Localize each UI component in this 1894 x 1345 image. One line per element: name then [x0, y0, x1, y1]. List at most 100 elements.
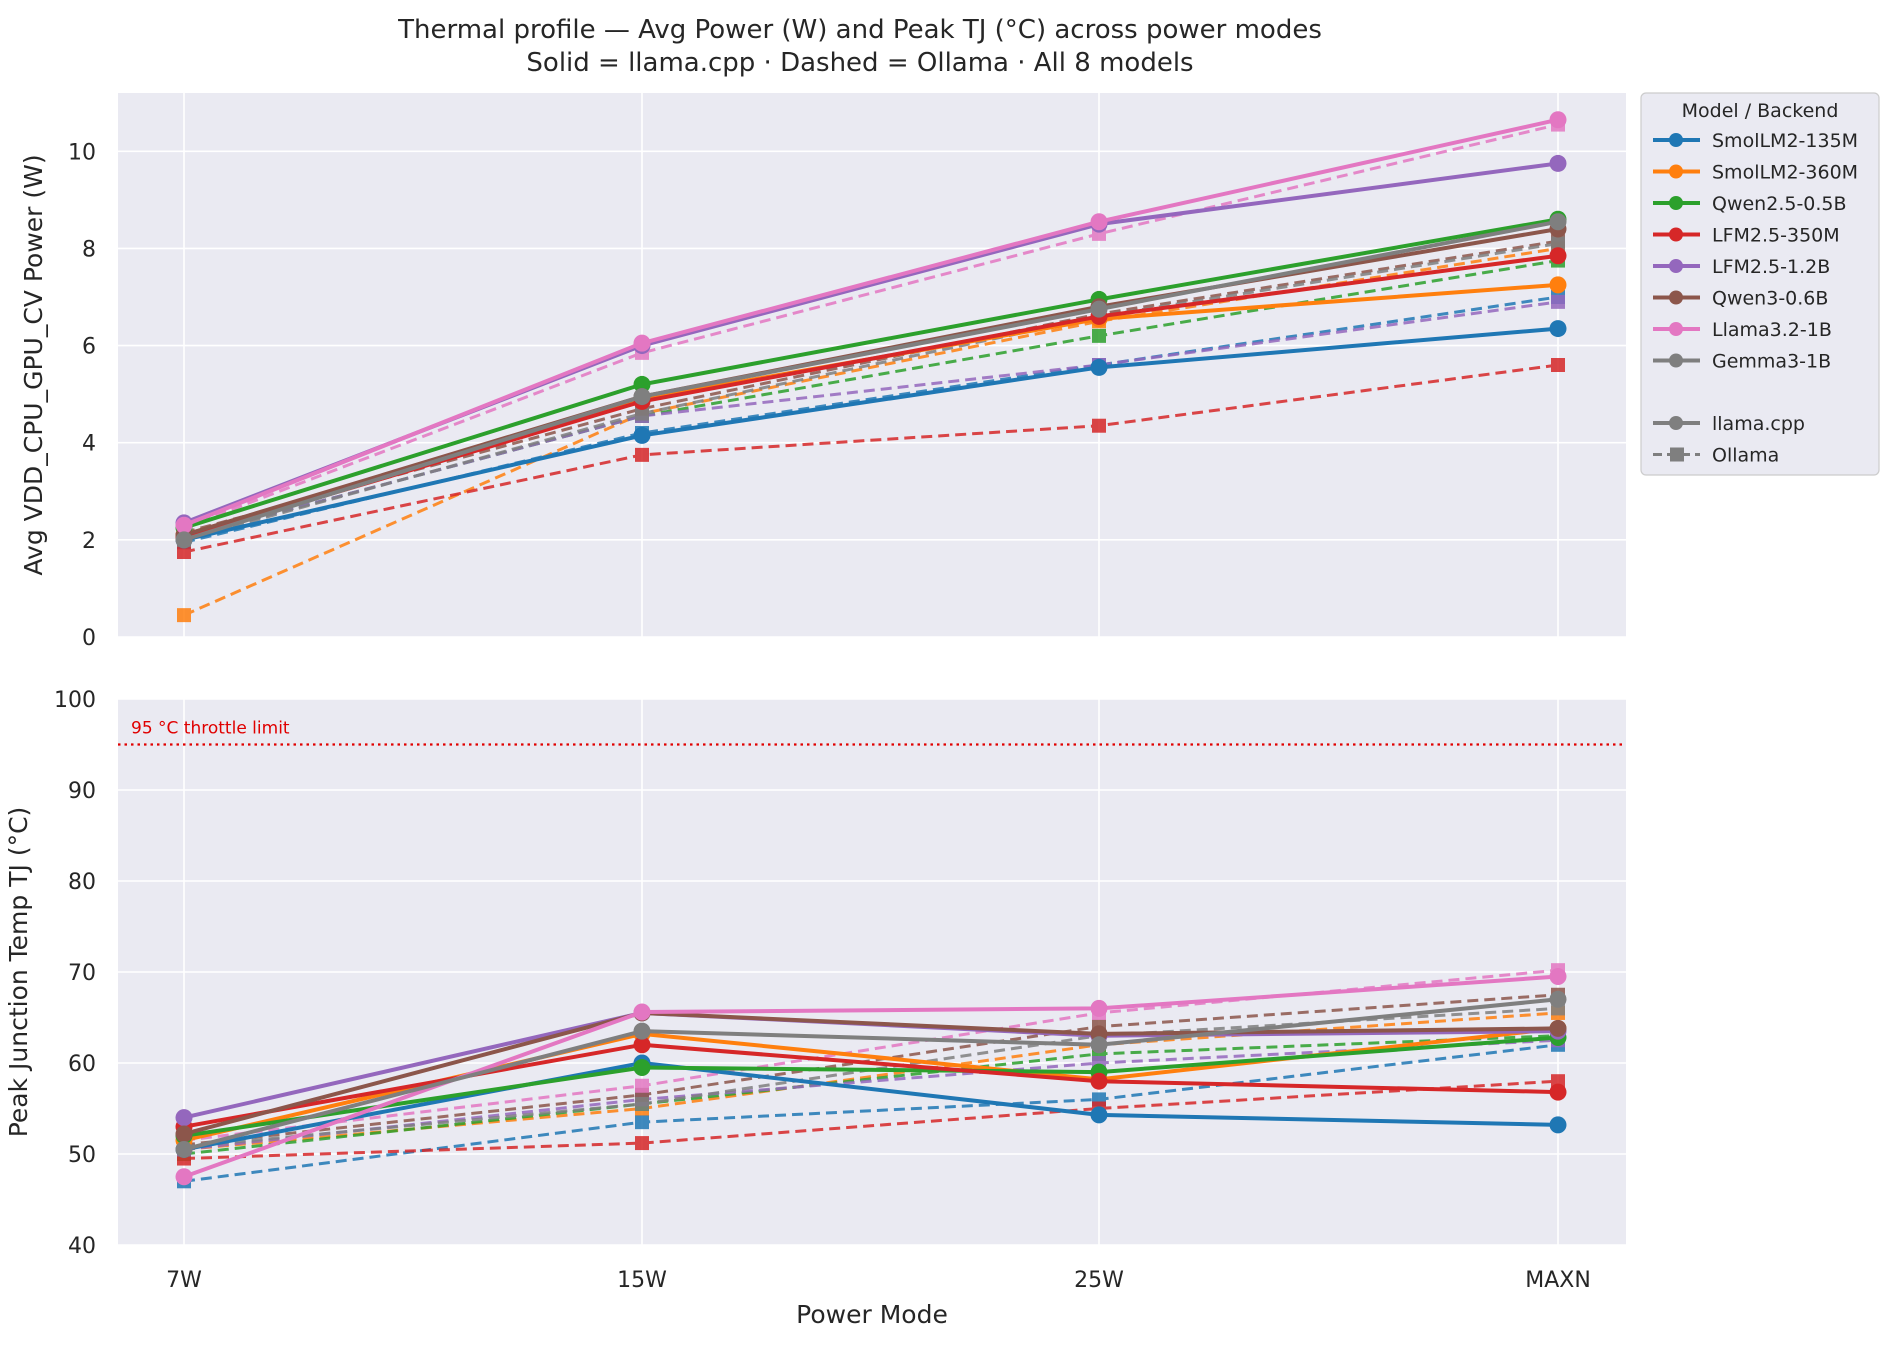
y-tick-label: 40	[68, 1234, 96, 1259]
data-point-circle	[1549, 247, 1567, 265]
series-line	[183, 1010, 1559, 1136]
data-point-circle	[1549, 320, 1567, 338]
data-point-circle	[1090, 358, 1108, 376]
throttle-limit-label: 95 °C throttle limit	[131, 719, 290, 739]
data-point-circle	[175, 1125, 193, 1143]
data-point-circle	[1549, 154, 1567, 172]
series-line	[183, 295, 1559, 544]
series-line	[183, 1042, 1559, 1129]
data-point-square	[177, 545, 191, 559]
legend-marker	[1669, 227, 1683, 242]
data-point-circle	[1090, 213, 1108, 231]
data-point-square	[1551, 358, 1565, 372]
data-point-circle	[1549, 990, 1567, 1008]
data-point-circle	[633, 375, 651, 393]
legend-backend-item: Ollama	[1653, 445, 1779, 467]
data-point-circle	[1549, 276, 1567, 294]
data-point-circle	[633, 1022, 651, 1040]
series-line	[183, 1034, 1559, 1156]
data-point-circle	[633, 334, 651, 352]
series-line	[183, 997, 1559, 1152]
data-point-circle	[1090, 300, 1108, 318]
y-tick-label: 70	[68, 961, 96, 986]
y-tick-label: 100	[54, 688, 96, 713]
legend-item: SmolLM2-135M	[1653, 130, 1858, 152]
legend-item: Llama3.2-1B	[1653, 319, 1832, 341]
data-point-circle	[1549, 968, 1567, 986]
legend-item: LFM2.5-350M	[1653, 225, 1840, 247]
data-point-circle	[1090, 1106, 1108, 1124]
series-gemma3-1b-llamacpp	[175, 213, 1567, 549]
series-gemma3-1b-llamacpp	[175, 990, 1567, 1158]
series-line	[183, 219, 1559, 542]
y-tick-label: 80	[68, 870, 96, 895]
y-tick-label: 0	[82, 626, 96, 651]
series-line	[183, 117, 1559, 528]
legend-marker	[1669, 290, 1683, 305]
y-tick-label: 10	[68, 140, 96, 165]
legend-marker	[1669, 164, 1683, 179]
data-point-square	[635, 406, 649, 421]
legend-item: Gemma3-1B	[1653, 351, 1831, 373]
legend-item: Qwen2.5-0.5B	[1653, 193, 1847, 215]
legend-label: Qwen3-0.6B	[1712, 288, 1828, 310]
legend-marker	[1669, 353, 1683, 368]
series-line	[183, 363, 1559, 554]
x-axis-label: Power Mode	[796, 1300, 948, 1329]
legend-item: LFM2.5-1.2B	[1653, 256, 1830, 278]
data-point-circle	[1090, 999, 1108, 1017]
legend-item: SmolLM2-360M	[1653, 162, 1858, 184]
panel-power: 0 2 4 6 8 10 Avg VDD_CPU_GPU_CV Power (W)	[19, 93, 1626, 651]
data-point-circle	[633, 426, 651, 444]
y-tick-label: 2	[82, 529, 96, 554]
legend-marker	[1669, 416, 1683, 430]
series-lfm2-5-350m-ollama	[177, 1074, 1565, 1166]
data-point-circle	[175, 1109, 193, 1127]
series-line	[183, 1035, 1559, 1138]
chart-title: Thermal profile — Avg Power (W) and Peak…	[397, 15, 1322, 45]
legend-label: Ollama	[1712, 445, 1779, 467]
series-line	[183, 1061, 1559, 1152]
data-point-square	[177, 608, 191, 623]
y-tick-label: 90	[68, 779, 96, 804]
series-line	[183, 239, 1559, 535]
series-line	[183, 217, 1559, 530]
data-point-circle	[175, 1140, 193, 1158]
y-axis-label: Peak Junction Temp TJ (°C)	[4, 807, 33, 1138]
x-tick-label: 25W	[1074, 1268, 1124, 1293]
data-point-circle	[175, 516, 193, 534]
legend-item: Qwen3-0.6B	[1653, 288, 1828, 310]
series-llama3-2-1b-llamacpp	[175, 111, 1567, 534]
legend-label: Qwen2.5-0.5B	[1712, 193, 1847, 215]
data-point-circle	[1090, 1072, 1108, 1090]
data-point-circle	[1549, 213, 1567, 231]
data-point-circle	[633, 388, 651, 406]
series-line	[183, 974, 1559, 1179]
data-point-circle	[1549, 1019, 1567, 1037]
legend-label: Llama3.2-1B	[1712, 319, 1832, 341]
series-llama3-2-1b-llamacpp	[175, 968, 1567, 1186]
series-line	[183, 326, 1559, 542]
legend-label: llama.cpp	[1712, 413, 1805, 435]
data-point-circle	[633, 1059, 651, 1077]
data-point-square	[635, 1096, 649, 1111]
data-point-circle	[633, 1003, 651, 1021]
x-tick-label: MAXN	[1525, 1268, 1591, 1293]
legend: Model / Backend SmolLM2-135M SmolLM2-360M Q…	[1640, 92, 1880, 476]
series-line	[183, 968, 1559, 1142]
series-line	[183, 1006, 1559, 1149]
y-tick-label: 6	[82, 335, 96, 360]
legend-label: Gemma3-1B	[1712, 351, 1831, 373]
series-line	[183, 259, 1559, 539]
legend-label: SmolLM2-135M	[1712, 130, 1858, 152]
series-line	[183, 300, 1559, 539]
data-point-square	[1551, 236, 1565, 251]
legend-marker	[1669, 133, 1683, 147]
data-point-circle	[1549, 111, 1567, 129]
series-line	[183, 993, 1559, 1147]
y-axis-label: Avg VDD_CPU_GPU_CV Power (W)	[19, 154, 48, 575]
legend-box	[1640, 92, 1880, 476]
legend-label: SmolLM2-360M	[1712, 162, 1858, 184]
legend-marker	[1669, 196, 1683, 210]
